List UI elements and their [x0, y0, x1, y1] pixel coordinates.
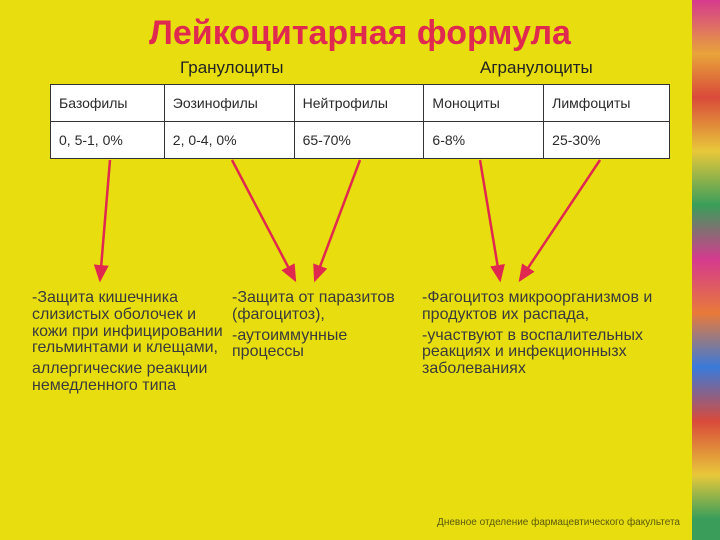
desc-col-3: -Фагоцитоз микроорганизмов и продуктов и…: [422, 290, 682, 382]
page-title: Лейкоцитарная формула: [0, 0, 720, 53]
table-row-headers: Базофилы Эозинофилы Нейтрофилы Моноциты …: [51, 85, 670, 122]
val-lymphocytes: 25-30%: [544, 122, 670, 159]
desc-1b: аллергические реакции немедленного типа: [32, 361, 227, 395]
cell-neutrophils: Нейтрофилы: [294, 85, 424, 122]
cell-monocytes: Моноциты: [424, 85, 544, 122]
footer-text: Дневное отделение фармацевтического факу…: [437, 517, 680, 528]
desc-col-1: -Защита кишечника слизистых оболочек и к…: [32, 290, 227, 399]
leukocyte-table: Базофилы Эозинофилы Нейтрофилы Моноциты …: [50, 84, 670, 159]
val-monocytes: 6-8%: [424, 122, 544, 159]
decorative-strip: [692, 0, 720, 540]
val-basophils: 0, 5-1, 0%: [51, 122, 165, 159]
table-row-values: 0, 5-1, 0% 2, 0-4, 0% 65-70% 6-8% 25-30%: [51, 122, 670, 159]
val-eosinophils: 2, 0-4, 0%: [164, 122, 294, 159]
cell-eosinophils: Эозинофилы: [164, 85, 294, 122]
desc-2a: -Защита от паразитов (фагоцитоз),: [232, 290, 407, 324]
val-neutrophils: 65-70%: [294, 122, 424, 159]
cell-basophils: Базофилы: [51, 85, 165, 122]
desc-3b: -участвуют в воспалительных реакциях и и…: [422, 328, 682, 378]
group-granulocytes: Гранулоциты: [180, 58, 283, 78]
group-agranulocytes: Агранулоциты: [480, 58, 593, 78]
cell-lymphocytes: Лимфоциты: [544, 85, 670, 122]
desc-3a: -Фагоцитоз микроорганизмов и продуктов и…: [422, 290, 682, 324]
desc-1a: -Защита кишечника слизистых оболочек и к…: [32, 290, 227, 357]
desc-col-2: -Защита от паразитов (фагоцитоз), -аутои…: [232, 290, 407, 365]
desc-2b: -аутоиммунные процессы: [232, 328, 407, 362]
arrows-svg: [50, 150, 670, 290]
